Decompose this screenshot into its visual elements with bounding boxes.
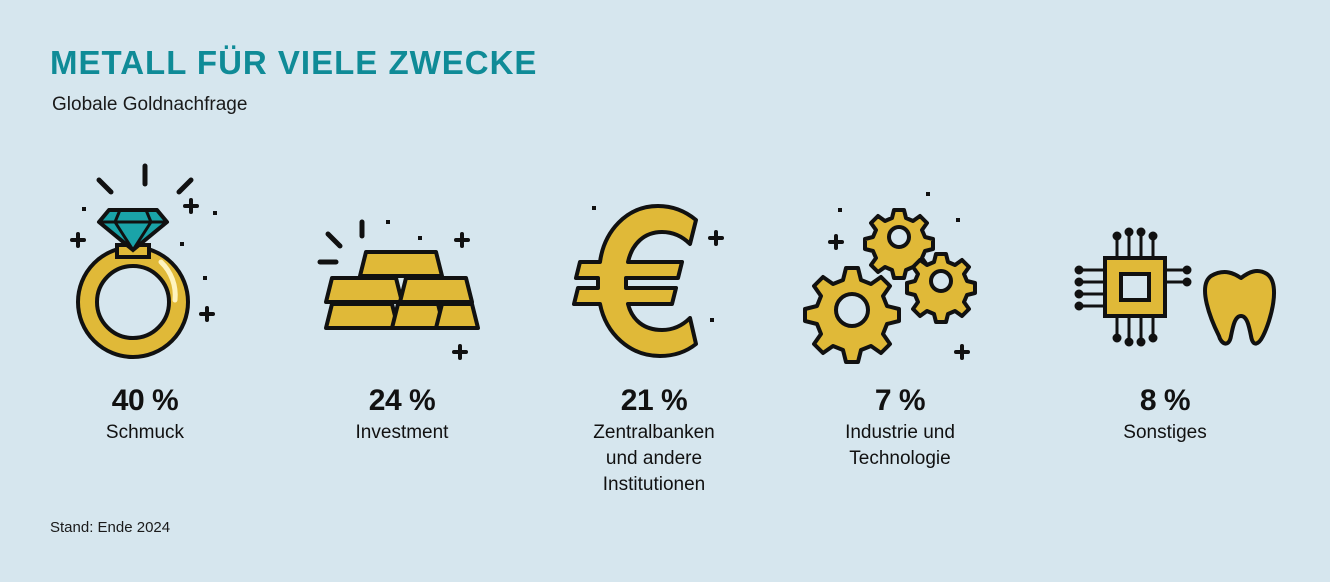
page-subtitle: Globale Goldnachfrage	[52, 94, 248, 115]
gold-bars-icon	[317, 219, 480, 360]
euro-icon	[572, 204, 724, 358]
value-schmuck: 40 %	[111, 384, 179, 417]
label-investment: Investment	[355, 422, 449, 443]
label-sonstiges: Sonstiges	[1123, 422, 1207, 443]
category-zentralbanken: 21 % Zentralbanken und andere Institutio…	[534, 150, 774, 498]
chip-tooth-icon	[1074, 227, 1276, 347]
page-title: METALL FÜR VIELE ZWECKE	[50, 44, 538, 81]
category-sonstiges: 8 % Sonstiges	[1045, 150, 1285, 446]
label-zentralbanken: Zentralbanken und andere Institutionen	[593, 422, 715, 495]
category-industrie: 7 % Industrie und Technologie	[780, 150, 1020, 472]
label-industrie: Industrie und Technologie	[845, 422, 955, 469]
gears-icon	[803, 192, 977, 364]
value-sonstiges: 8 %	[1139, 384, 1191, 417]
ring-icon	[70, 163, 217, 359]
category-schmuck: 40 % Schmuck	[25, 150, 265, 446]
value-industrie: 7 %	[874, 384, 926, 417]
footer-note: Stand: Ende 2024	[50, 519, 171, 536]
category-investment: 24 % Investment	[282, 150, 522, 446]
value-zentralbanken: 21 %	[620, 384, 688, 417]
value-investment: 24 %	[368, 384, 436, 417]
label-schmuck: Schmuck	[105, 422, 185, 443]
